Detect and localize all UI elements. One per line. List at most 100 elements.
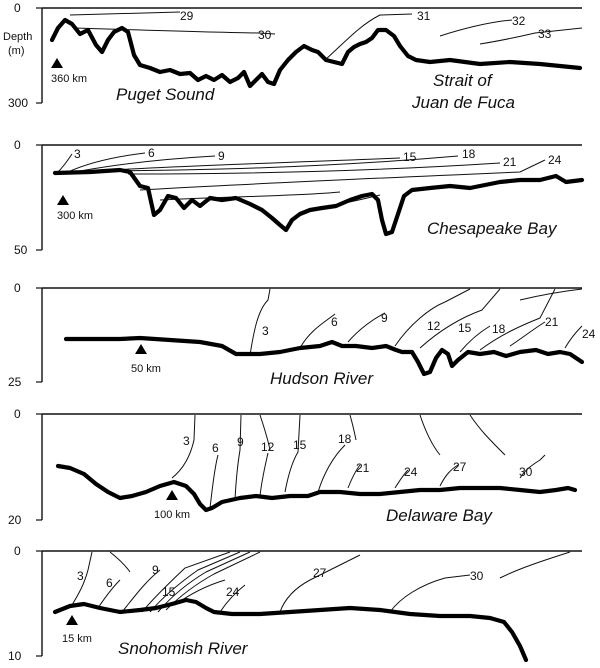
estuary-name: Snohomish River: [118, 639, 249, 658]
isohaline-6: [97, 579, 121, 609]
isohaline-label: 6: [331, 315, 338, 329]
isohaline-9: [79, 155, 216, 172]
isohaline-30: [519, 454, 546, 479]
isohaline-24: [564, 325, 583, 349]
isohaline-label: 12: [261, 440, 275, 454]
estuary-name: Delaware Bay: [386, 506, 493, 525]
isohaline-label: 21: [503, 155, 517, 169]
estuary-name: Puget Sound: [116, 85, 215, 104]
isohaline-18: [317, 444, 346, 493]
isohaline-label: 31: [417, 9, 431, 23]
isohaline-6: [67, 152, 146, 173]
isohaline-15: [284, 414, 301, 493]
isohaline-24: [139, 159, 546, 191]
isohaline-label: 21: [356, 461, 370, 475]
depth-axis-unit: (m): [8, 45, 25, 57]
isohaline-9: [234, 414, 242, 501]
distance-marker-icon: [57, 195, 69, 205]
isohaline-label: 6: [212, 441, 219, 455]
estuary-name: Chesapeake Bay: [427, 219, 558, 238]
isohaline-18: [109, 155, 459, 172]
isohaline-label: 24: [226, 585, 240, 599]
isohaline-label: 15: [403, 150, 417, 164]
isohaline-label: 30: [519, 465, 533, 479]
isohaline-top-b: [349, 414, 357, 441]
isohaline-top-a: [109, 551, 131, 573]
isohaline-30: [74, 27, 276, 35]
isohaline-6: [209, 454, 219, 509]
isohaline-top-c: [419, 414, 441, 456]
depth-tick-label: 0: [14, 1, 21, 15]
estuary-name: Juan de Fuca: [411, 93, 515, 112]
panel-chesapeake-bay: 0 50 3 6 9 15 18 21 24 300 km Chesapeake…: [14, 138, 585, 257]
isohaline-label: 9: [218, 149, 225, 163]
depth-tick-label: 25: [8, 375, 22, 389]
depth-tick-label: 0: [14, 281, 21, 295]
isohaline-label: 6: [106, 576, 113, 590]
depth-tick-label: 0: [14, 407, 21, 421]
isohaline-label: 9: [381, 311, 388, 325]
distance-marker-icon: [135, 344, 147, 354]
isohaline-label: 24: [404, 465, 418, 479]
isohaline-3: [249, 288, 271, 356]
distance-marker-label: 50 km: [131, 363, 161, 375]
isohaline-33: [479, 27, 583, 45]
isohaline-label: 12: [427, 319, 441, 333]
isohaline-3: [171, 414, 196, 479]
isohaline-3: [71, 551, 93, 606]
isohaline-30b: [499, 551, 571, 579]
isohaline-31: [324, 13, 413, 61]
distance-marker-label: 360 km: [51, 73, 87, 85]
distance-marker-label: 15 km: [62, 633, 92, 645]
depth-tick-label: 50: [14, 243, 28, 257]
depth-tick-label: 0: [14, 544, 21, 558]
bottom-profile: [63, 335, 585, 377]
isohaline-24: [394, 469, 409, 489]
isohaline-label: 15: [162, 585, 176, 599]
panel-hudson-river: 0 25 3 6 9 12 15 18 21 24 50 km Hudson R…: [8, 281, 596, 389]
isohaline-label: 18: [492, 322, 506, 336]
isohaline-label: 18: [462, 147, 476, 161]
isohaline-label: 24: [548, 153, 562, 167]
isohaline-18: [479, 288, 556, 351]
isohaline-15: [141, 551, 231, 613]
isohaline-label: 3: [262, 324, 269, 338]
isohaline-label: 3: [183, 434, 190, 448]
isohaline-12: [394, 288, 471, 347]
isohaline-inner: [159, 191, 341, 201]
isohaline-21: [509, 321, 546, 347]
isohaline-label: 32: [512, 14, 526, 28]
panel-delaware-bay: 0 20 3 6 9 12 15 18 21 24 27 30 100 km D…: [8, 407, 582, 527]
isohaline-21: [127, 162, 501, 175]
isohaline-label: 27: [453, 460, 467, 474]
isohaline-label: 15: [458, 321, 472, 335]
isohaline-3: [57, 153, 73, 173]
depth-tick-label: 0: [14, 138, 21, 152]
isohaline-label: 30: [470, 569, 484, 583]
isohaline-label: 30: [258, 28, 272, 42]
isohaline-9: [121, 569, 161, 613]
depth-tick-label: 300: [8, 96, 28, 110]
estuary-name: Strait of: [433, 71, 494, 90]
distance-marker-label: 300 km: [57, 210, 93, 222]
isohaline-15b: [459, 325, 491, 353]
isohaline-label: 21: [545, 315, 559, 329]
isohaline-label: 6: [148, 146, 155, 160]
bottom-profile: [52, 167, 585, 237]
distance-marker-label: 100 km: [154, 509, 190, 521]
isohaline-12: [259, 452, 269, 497]
bottom-profile: [55, 463, 578, 513]
isohaline-label: 27: [313, 566, 327, 580]
isohaline-27: [439, 464, 459, 487]
bottom-profile: [52, 597, 529, 663]
isohaline-label: 3: [77, 569, 84, 583]
isohaline-21: [347, 464, 361, 489]
isohaline-label: 24: [582, 327, 596, 341]
isohaline-upper: [519, 288, 583, 301]
bottom-profile: [49, 17, 583, 89]
panel-puget-sound: 0 300 29 30 31 32 33 360 km Puget Sound …: [8, 1, 583, 112]
isohaline-9: [347, 312, 386, 343]
isohaline-24: [219, 584, 246, 613]
isohaline-32: [439, 19, 513, 37]
distance-marker-icon: [66, 615, 78, 625]
